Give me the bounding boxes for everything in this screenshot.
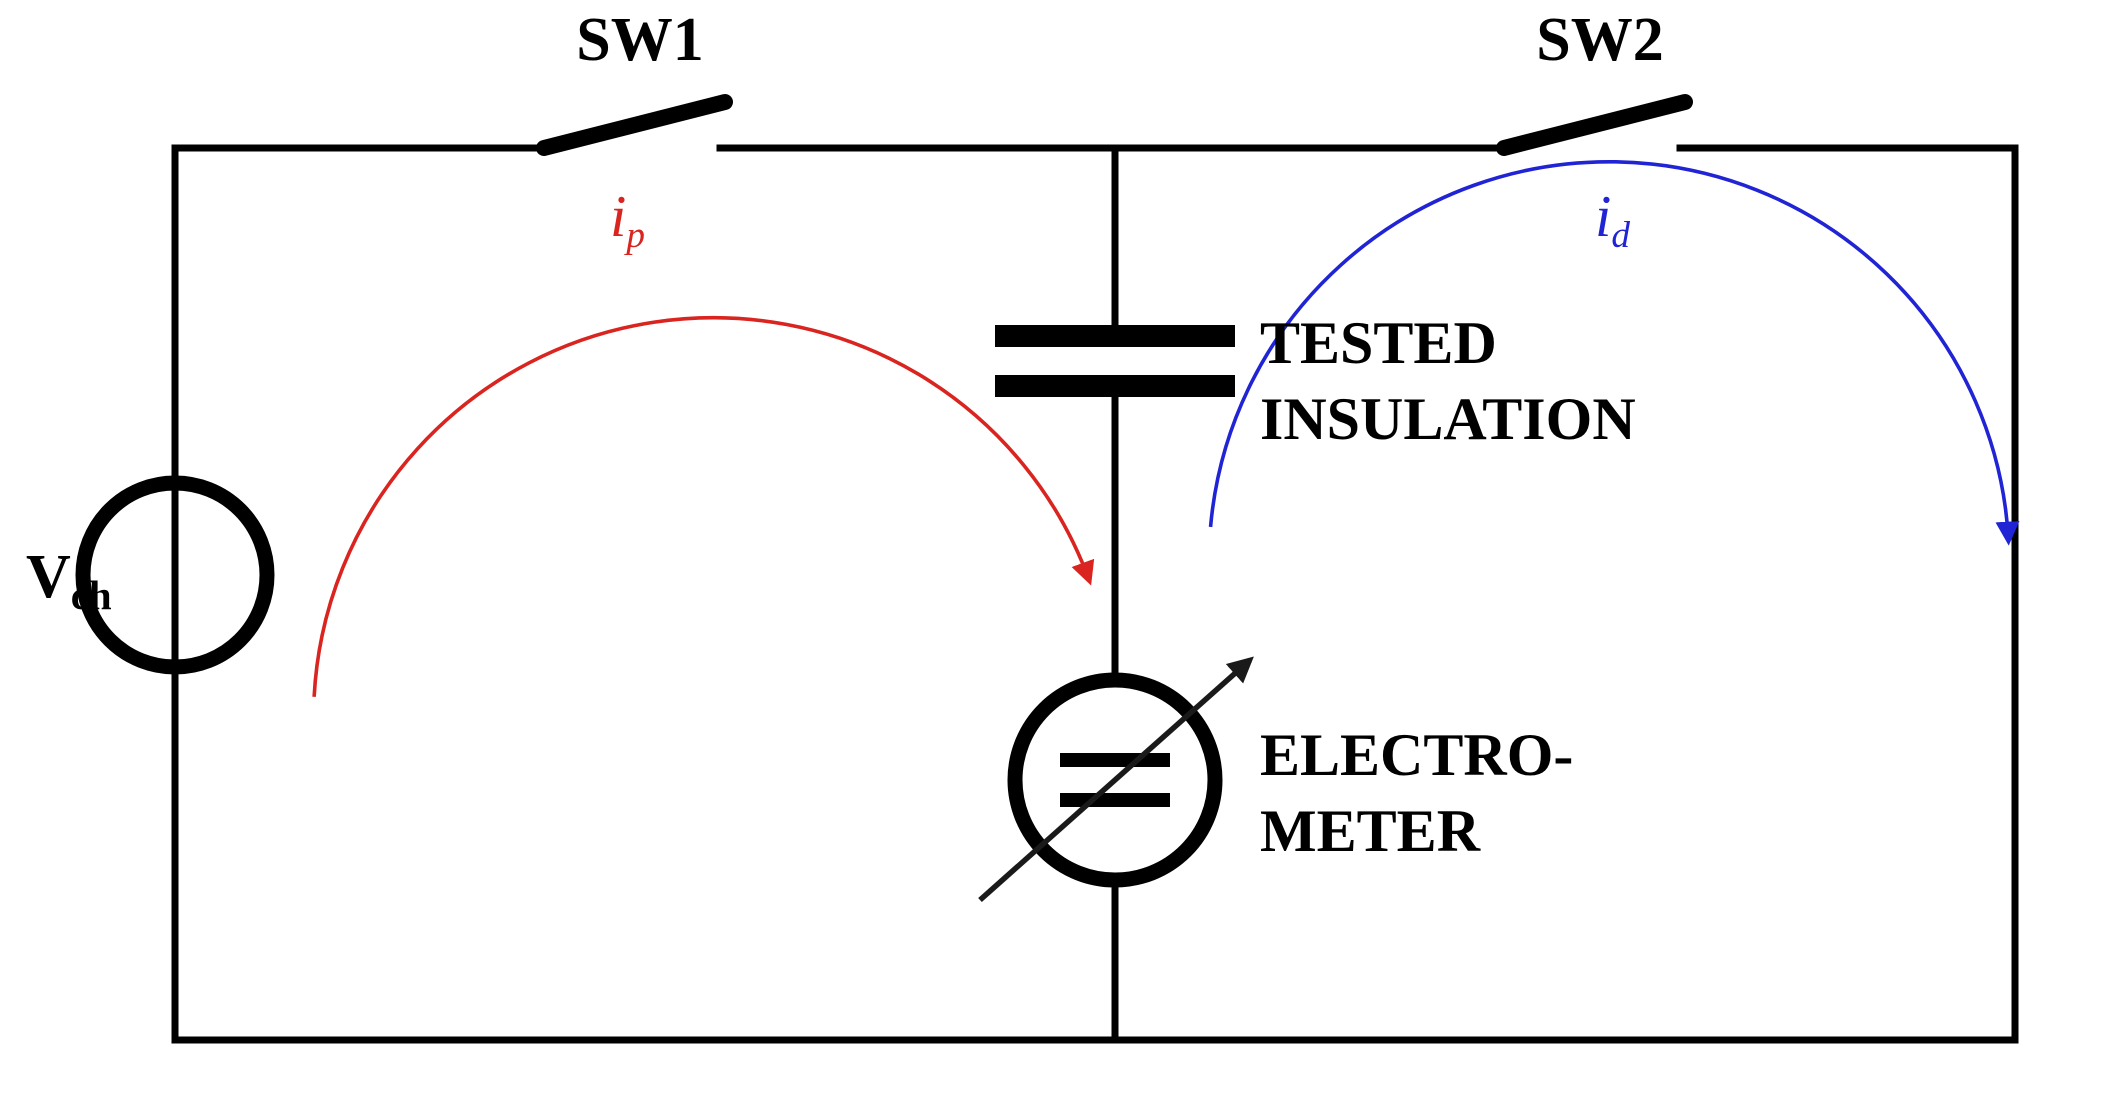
label-tested-insulation: TESTEDINSULATION [1260,310,1636,452]
label-ip: ip [610,184,645,256]
label-id: id [1595,184,1630,256]
switch-sw1-arm-icon [544,102,725,148]
switch-sw2-arm-icon [1504,102,1685,148]
label-electrometer: ELECTRO-METER [1260,722,1573,864]
label-sw1: SW1 [576,6,703,74]
label-vch: Vch [26,543,112,618]
current-ip-arc [314,318,1089,697]
label-sw2: SW2 [1536,6,1663,74]
